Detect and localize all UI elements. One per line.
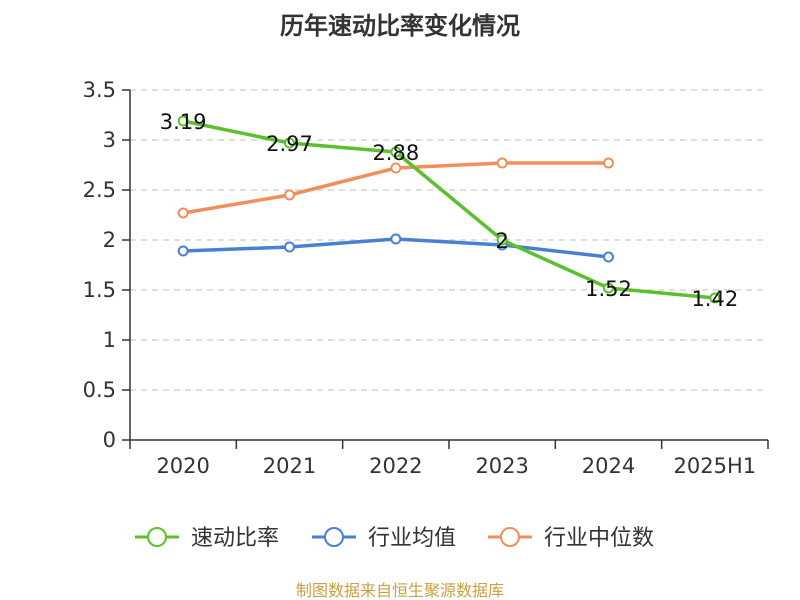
x-tick-label: 2023 bbox=[475, 454, 528, 478]
data-point bbox=[177, 245, 189, 257]
legend-label: 行业均值 bbox=[368, 526, 456, 551]
data-label: 2.88 bbox=[372, 141, 419, 165]
y-tick-label: 3 bbox=[103, 128, 116, 152]
x-tick-label: 2024 bbox=[582, 454, 635, 478]
y-tick-label: 1 bbox=[103, 328, 116, 352]
legend: 速动比率 行业均值 行业中位数 bbox=[135, 526, 654, 551]
data-point bbox=[390, 146, 402, 158]
data-point bbox=[603, 157, 614, 169]
x-tick-label: 2022 bbox=[369, 454, 422, 478]
x-tick-label: 2025H1 bbox=[674, 454, 757, 478]
x-tick-label: 2020 bbox=[156, 454, 209, 478]
data-point bbox=[603, 251, 614, 263]
data-label: 3.19 bbox=[160, 110, 207, 134]
data-label: 1.52 bbox=[585, 277, 632, 301]
legend-swatch-marker bbox=[147, 527, 167, 547]
legend-item[interactable]: 速动比率 bbox=[135, 526, 279, 551]
data-label-layer: 3.19 2.97 2.88 2 1.52 1.42 bbox=[160, 110, 738, 311]
legend-item[interactable]: 行业均值 bbox=[312, 526, 456, 551]
data-point bbox=[284, 189, 295, 201]
data-point bbox=[603, 282, 614, 294]
y-tick-label: 3.5 bbox=[83, 78, 116, 102]
series-layer bbox=[177, 115, 721, 304]
y-tick-label: 0 bbox=[103, 428, 116, 452]
data-point bbox=[284, 137, 295, 149]
y-tick-label: 2.5 bbox=[83, 178, 116, 202]
data-point bbox=[177, 207, 189, 219]
data-point bbox=[390, 162, 402, 174]
data-point bbox=[390, 233, 402, 245]
data-point bbox=[496, 157, 508, 169]
data-point bbox=[177, 115, 189, 127]
data-point bbox=[284, 241, 295, 253]
data-label: 2 bbox=[495, 229, 508, 253]
y-tick-label: 0.5 bbox=[83, 378, 116, 402]
grid-layer bbox=[130, 89, 768, 391]
chart-title: 历年速动比率变化情况 bbox=[280, 12, 520, 40]
data-point bbox=[709, 292, 721, 304]
legend-label: 速动比率 bbox=[191, 526, 279, 551]
y-tick-label: 2 bbox=[103, 228, 116, 252]
data-point bbox=[496, 234, 508, 246]
legend-swatch-marker bbox=[500, 527, 520, 547]
data-label: 1.42 bbox=[691, 287, 738, 311]
y-tick-label: 1.5 bbox=[83, 278, 116, 302]
legend-label: 行业中位数 bbox=[544, 526, 654, 551]
series-line bbox=[182, 119, 715, 300]
x-tick-label: 2021 bbox=[263, 454, 316, 478]
data-label: 2.97 bbox=[266, 132, 313, 156]
legend-item[interactable]: 行业中位数 bbox=[488, 526, 654, 551]
legend-swatch-marker bbox=[324, 527, 344, 547]
source-note: 制图数据来自恒生聚源数据库 bbox=[296, 581, 504, 600]
